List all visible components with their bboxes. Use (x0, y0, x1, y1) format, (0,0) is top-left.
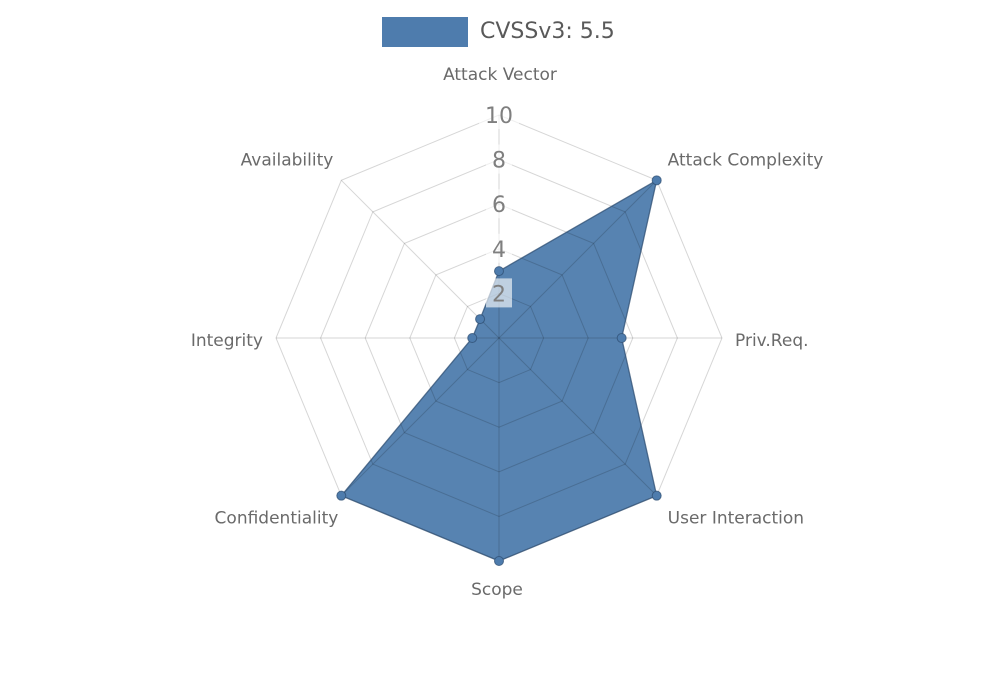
radar-series-marker (651, 490, 662, 501)
axis-label-priv-req: Priv.Req. (735, 331, 809, 351)
radar-series-marker (467, 333, 478, 343)
radar-grid-ring (364, 203, 634, 473)
radar-grid-spoke (340, 179, 500, 339)
axis-label-integrity: Integrity (191, 331, 263, 351)
radial-tick-label: 8 (492, 149, 506, 174)
radar-series-marker (616, 333, 627, 343)
radar-grid-ring (453, 292, 545, 384)
legend-swatch (382, 17, 468, 47)
radial-tick-box (486, 144, 512, 174)
axis-label-confidentiality: Confidentiality (215, 509, 339, 529)
radial-tick-box (479, 100, 519, 129)
legend-item[interactable]: CVSSv3: 5.5 (382, 17, 615, 47)
radial-tick-label: 4 (492, 238, 506, 263)
radial-tick-box (486, 189, 512, 219)
axis-label-user-interaction: User Interaction (668, 509, 804, 529)
radial-tick-label: 2 (492, 282, 506, 307)
radar-series-fill (341, 180, 657, 561)
radar-series-marker (494, 556, 504, 566)
radar-series-marker (651, 175, 662, 186)
radar-grid-spoke (340, 337, 500, 497)
radial-tick-label: 10 (485, 104, 513, 129)
radar-grid-spoke (498, 337, 658, 497)
legend-label: CVSSv3: 5.5 (480, 19, 615, 44)
radar-series-marker (336, 490, 347, 501)
radar-grid-spoke (498, 179, 658, 339)
radar-grid-ring (409, 248, 589, 428)
axis-label-scope: Scope (471, 580, 523, 600)
axis-label-attack-vector: Attack Vector (443, 65, 557, 85)
radial-tick-label: 6 (492, 193, 506, 218)
axis-label-attack-complexity: Attack Complexity (668, 150, 824, 170)
radar-series-marker (475, 314, 486, 325)
radar-series-marker (494, 266, 504, 277)
radar-grid-ring (320, 159, 678, 517)
axis-label-availability: Availability (241, 150, 334, 170)
radial-tick-box (486, 278, 512, 308)
radial-tick-box (486, 233, 512, 263)
